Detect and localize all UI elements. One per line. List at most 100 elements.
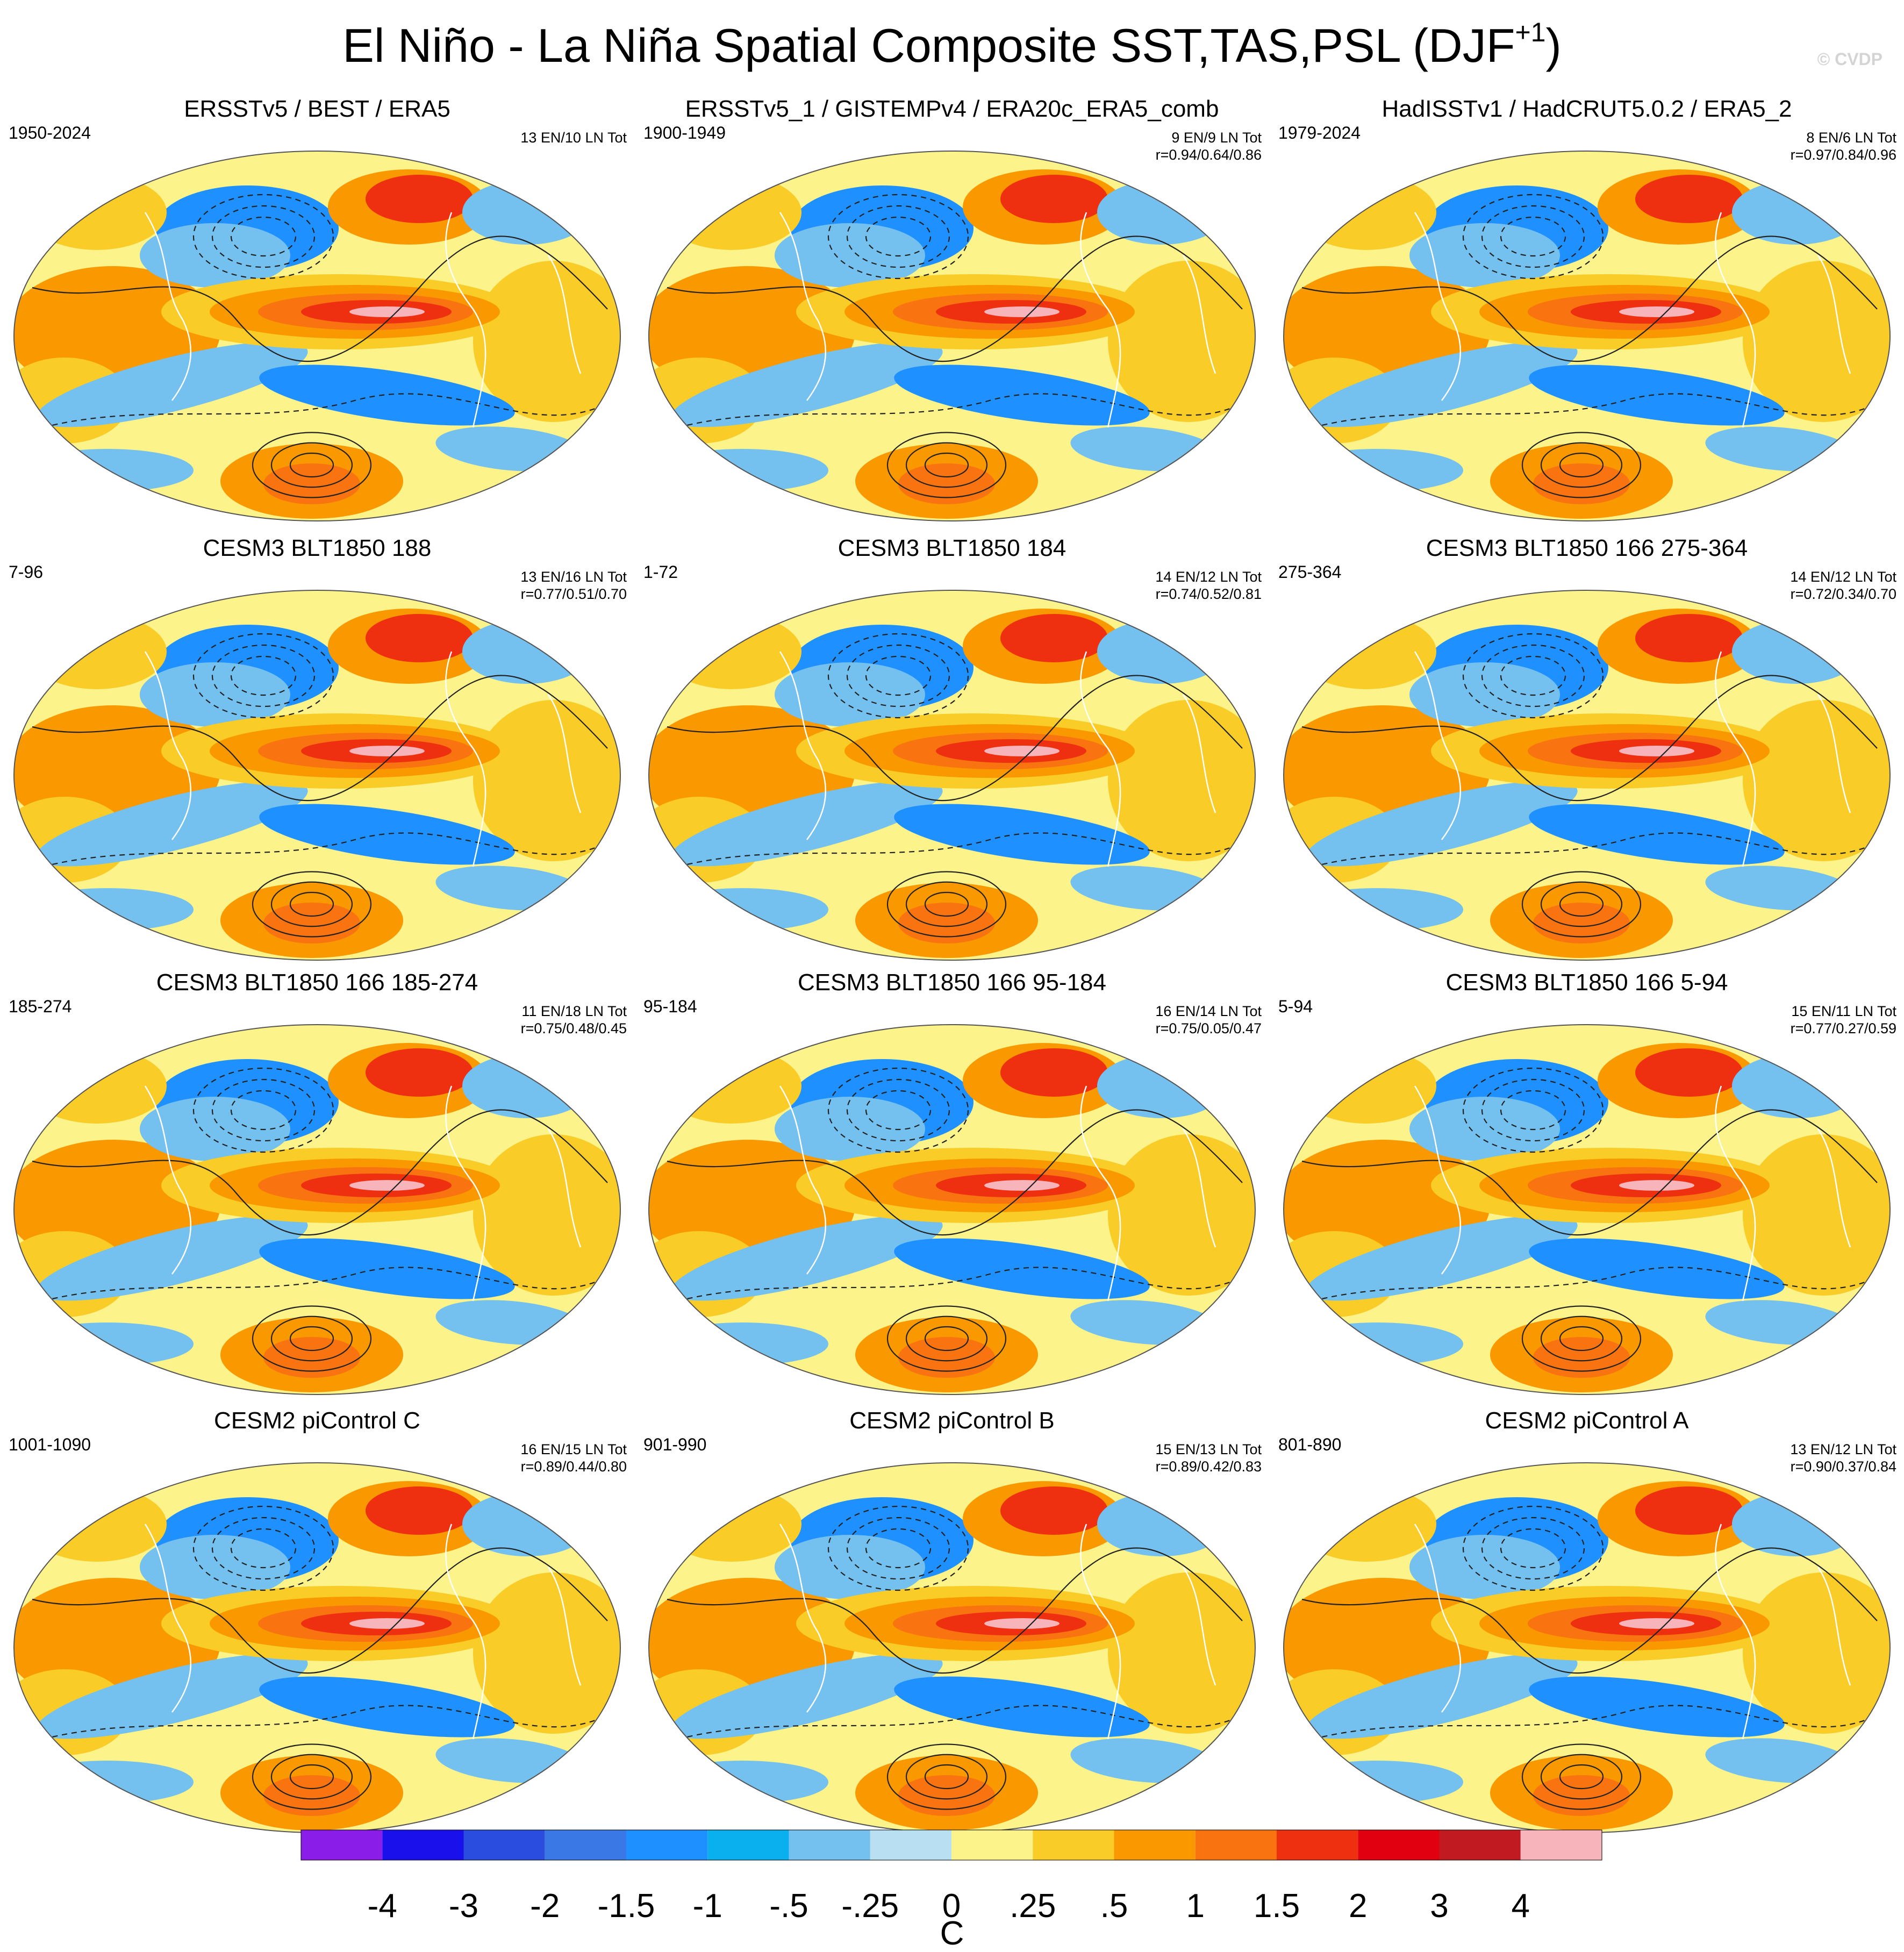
panel-event-counts: 16 EN/15 LN Tot <box>520 1441 627 1457</box>
main-title: El Niño - La Niña Spatial Composite SST,… <box>0 16 1904 75</box>
coastline-asia-australia <box>1414 1085 1462 1275</box>
psl-contour-zero <box>667 1547 1243 1674</box>
colorbar-tick-label: 4 <box>1511 1887 1530 1925</box>
psl-contour-negative <box>865 655 932 696</box>
psl-contour-negative <box>827 194 969 280</box>
cold-north-atlantic <box>1732 180 1861 245</box>
coastline-africa <box>1182 1128 1216 1248</box>
cold-southern-ocean-band <box>1291 1322 1463 1365</box>
psl-contour-negative <box>1462 1505 1604 1591</box>
cold-north-atlantic <box>462 1492 591 1556</box>
warm-alaska-canada <box>1635 1048 1743 1097</box>
main-title-close: ) <box>1545 19 1562 72</box>
psl-contour-positive <box>252 432 372 498</box>
warm-alaska-canada <box>1000 614 1108 662</box>
coastline-americas <box>445 1085 486 1302</box>
cold-south-pacific-band <box>1529 1238 1785 1299</box>
psl-contour-zero <box>1301 1547 1878 1674</box>
cold-southern-ocean-band <box>22 449 194 492</box>
psl-contour-positive <box>1540 881 1623 927</box>
psl-contour-negative <box>865 216 932 257</box>
cold-north-atlantic <box>1097 619 1226 684</box>
robinson-map <box>648 1024 1256 1395</box>
psl-contour-negative <box>846 1517 950 1580</box>
map-outline <box>648 590 1256 961</box>
cold-southern-ocean-band <box>1291 449 1463 492</box>
cold-kuroshio <box>1409 223 1560 288</box>
map-panel: ERSSTv5_1 / GISTEMPv4 / ERA20c_ERA5_comb… <box>635 94 1269 524</box>
psl-contour-negative <box>230 1528 297 1569</box>
panel-title: HadISSTv1 / HadCRUT5.0.2 / ERA5_2 <box>1382 96 1792 122</box>
warm-south-pacific-core <box>263 463 360 504</box>
psl-contour-negative <box>1481 644 1585 707</box>
colorbar-tick-label: -2 <box>530 1887 560 1925</box>
warm-atlantic <box>1743 1572 1890 1734</box>
cold-kuroshio <box>1409 1535 1560 1599</box>
warm-atlantic <box>1108 700 1255 861</box>
panel-title: CESM3 BLT1850 184 <box>838 535 1066 561</box>
enso-tongue-peak <box>1619 746 1694 756</box>
coastline-africa <box>547 255 582 374</box>
panel-title: ERSSTv5 / BEST / ERA5 <box>184 96 450 122</box>
colorbar-swatch <box>1358 1830 1440 1860</box>
robinson-map <box>13 590 621 961</box>
robinson-map <box>648 151 1256 521</box>
colorbar-frame <box>300 1829 1602 1861</box>
coastline-africa <box>1817 1128 1851 1248</box>
cold-spcz-band <box>1306 1215 1578 1301</box>
robinson-map <box>1283 1024 1891 1395</box>
cold-southern-ocean-band <box>656 1761 828 1804</box>
cold-spcz-band <box>36 341 308 427</box>
robinson-map <box>13 151 621 521</box>
map-outline <box>13 1024 621 1395</box>
panel-event-counts: 13 EN/10 LN Tot <box>520 130 627 146</box>
psl-contour-positive <box>252 1743 372 1810</box>
cold-north-atlantic <box>1097 1054 1226 1118</box>
psl-contour-negative <box>192 194 334 280</box>
coastline-asia-australia <box>779 1085 827 1275</box>
enso-tongue-peak <box>984 746 1060 756</box>
colorbar <box>300 1829 1602 1861</box>
psl-contour-negative <box>677 832 1237 868</box>
cold-north-atlantic <box>1097 180 1226 245</box>
coastline-africa <box>1817 694 1851 813</box>
map-panel: CESM3 BLT1850 166 275-364 275-364 14 EN/12… <box>1270 533 1904 963</box>
psl-contour-positive <box>905 442 988 488</box>
psl-contour-negative <box>42 1267 603 1302</box>
panel-period: 1-72 <box>643 562 678 582</box>
coastline-africa <box>1182 694 1216 813</box>
map-panel: CESM3 BLT1850 166 95-184 95-184 16 EN/14 L… <box>635 968 1269 1398</box>
warm-atlantic <box>1743 261 1890 422</box>
psl-contour-negative <box>1462 633 1604 719</box>
warm-alaska-canada <box>366 175 473 223</box>
psl-contour-negative <box>1312 1267 1872 1302</box>
coastline-asia-australia <box>779 651 827 840</box>
panel-pattern-correlation: r=0.77/0.51/0.70 <box>520 586 627 602</box>
colorbar-tick-label: 1 <box>1186 1887 1205 1925</box>
panel-period: 1950-2024 <box>9 123 91 142</box>
panel-period: 801-890 <box>1278 1435 1342 1454</box>
panel-period: 1001-1090 <box>9 1435 91 1454</box>
coastline-americas <box>1715 1085 1756 1302</box>
cold-spcz-band <box>1306 341 1578 427</box>
psl-contour-negative <box>846 1078 950 1142</box>
coastline-africa <box>547 1567 582 1686</box>
psl-contour-positive <box>1540 442 1623 488</box>
psl-contour-negative <box>211 1517 316 1580</box>
colorbar-swatch <box>789 1830 870 1860</box>
panel-event-counts: 9 EN/9 LN Tot <box>1171 130 1262 146</box>
cold-spcz-band <box>671 1653 943 1739</box>
colorbar-tick-label: -.5 <box>769 1887 808 1925</box>
cold-south-pacific-band <box>894 1676 1150 1738</box>
psl-contour-positive <box>886 1305 1007 1372</box>
cold-kuroshio <box>140 1535 290 1599</box>
psl-contour-negative <box>1500 216 1566 257</box>
colorbar-swatch <box>1520 1830 1602 1860</box>
psl-contour-positive <box>905 1315 988 1362</box>
cold-south-pacific-band <box>1529 1676 1785 1738</box>
warm-alaska-canada <box>366 614 473 662</box>
psl-contour-positive <box>270 442 353 488</box>
panel-period: 901-990 <box>643 1435 707 1454</box>
robinson-map <box>648 590 1256 961</box>
warm-south-pacific-core <box>1533 1775 1630 1816</box>
